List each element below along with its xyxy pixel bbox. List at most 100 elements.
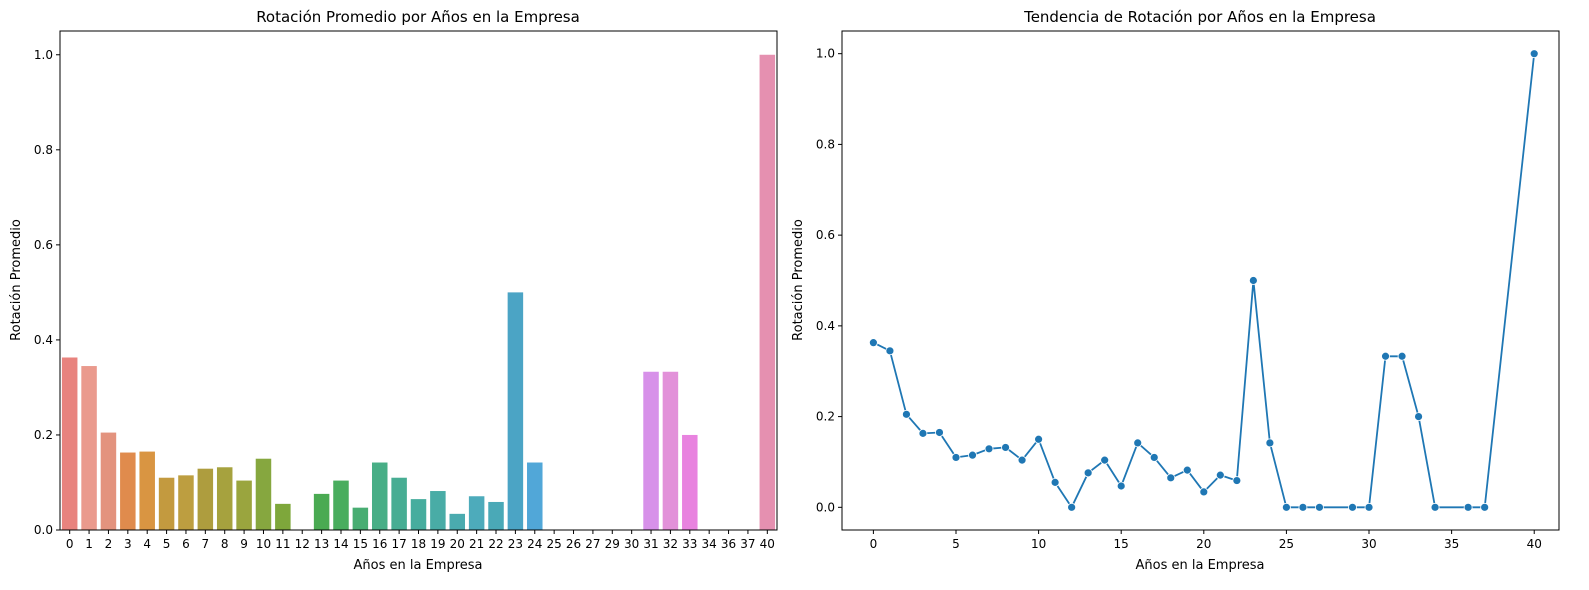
bar (352, 507, 369, 530)
line-point (1430, 502, 1440, 512)
line-point (1397, 351, 1407, 361)
line-plot-frame (841, 30, 1560, 531)
bar (158, 477, 175, 530)
line-point (1463, 502, 1473, 512)
line-point (984, 444, 994, 454)
bar-x-tick-label: 20 (450, 537, 465, 551)
bar-y-tick-label: 0.2 (34, 428, 53, 442)
line-point (1001, 443, 1010, 452)
line-x-tick-label: 20 (1196, 537, 1211, 551)
line-point (1166, 473, 1176, 483)
bar-x-tick-label: 7 (202, 537, 210, 551)
line-point (1067, 502, 1077, 512)
bar (216, 467, 233, 530)
line-point (1133, 438, 1143, 448)
line-x-axis-label: Años en la Empresa (1136, 558, 1265, 573)
bar (333, 480, 349, 530)
bar-x-tick-label: 16 (372, 537, 387, 551)
bar (275, 503, 291, 530)
bar-y-tick-label: 0.0 (34, 523, 53, 537)
line-y-tick-label: 0.8 (816, 137, 835, 151)
bar-x-tick-label: 6 (182, 537, 190, 551)
line-point (1116, 481, 1126, 491)
bar-x-tick-label: 2 (105, 537, 113, 551)
bar-x-tick-label: 1 (85, 537, 93, 551)
bar-x-tick-label: 29 (605, 537, 620, 551)
line-point (1248, 276, 1258, 285)
line-x-tick-label: 5 (952, 537, 960, 551)
bar-x-tick-label: 8 (221, 537, 229, 551)
bar (255, 458, 272, 530)
bar-x-tick-label: 36 (721, 537, 736, 551)
bar-x-tick-label: 23 (508, 537, 523, 551)
bar-x-axis-label: Años en la Empresa (354, 558, 483, 573)
bar-x-tick-label: 10 (256, 537, 271, 551)
line-series (872, 53, 1536, 509)
line-x-tick-label: 25 (1279, 537, 1294, 551)
bar-chart-title: Rotación Promedio por Años en la Empresa (256, 8, 580, 26)
line-point (951, 453, 961, 462)
bar-x-tick-label: 17 (391, 537, 406, 551)
line-point (1034, 434, 1043, 444)
line-point (1265, 438, 1275, 448)
bar (430, 491, 446, 530)
bar (120, 452, 136, 530)
bar-x-tick-label: 15 (353, 537, 368, 551)
bar-x-tick-label: 22 (488, 537, 503, 551)
bar (643, 371, 659, 530)
line-point (935, 428, 944, 437)
bar-x-tick-label: 13 (314, 537, 329, 551)
bar-x-tick-label: 30 (624, 537, 639, 551)
line-x-tick-label: 35 (1444, 537, 1459, 551)
bar (178, 475, 194, 530)
bar-x-tick-label: 31 (643, 537, 658, 551)
bar (371, 462, 388, 530)
bar-x-tick-label: 24 (527, 537, 542, 551)
bar-x-tick-label: 18 (411, 537, 426, 551)
line-chart: Tendencia de Rotación por Años en la Emp… (791, 8, 1560, 573)
bar-y-tick-label: 0.8 (34, 143, 53, 157)
line-point (1315, 502, 1324, 512)
line-point (902, 409, 911, 419)
line-x-tick-label: 10 (1031, 537, 1046, 551)
line-x-tick-label: 15 (1114, 537, 1129, 551)
line-point (968, 450, 977, 460)
bar (391, 477, 407, 530)
bar-x-tick-label: 5 (163, 537, 171, 551)
line-chart-title: Tendencia de Rotación por Años en la Emp… (1023, 8, 1376, 26)
line-y-tick-label: 0.4 (816, 319, 835, 333)
bar-x-tick-label: 3 (124, 537, 132, 551)
line-x-tick-label: 30 (1361, 537, 1376, 551)
bar-x-tick-label: 19 (430, 537, 445, 551)
line-y-tick-label: 0.0 (816, 500, 835, 514)
line-point (1199, 487, 1209, 497)
line-point (1414, 412, 1423, 421)
line-point (1017, 455, 1027, 465)
bar (197, 468, 214, 530)
bar (507, 292, 524, 530)
line-point (1364, 502, 1374, 512)
bar (488, 501, 504, 530)
bar (236, 480, 252, 530)
bar-y-tick-label: 0.6 (34, 238, 53, 252)
bar-x-tick-label: 11 (275, 537, 290, 551)
bar (139, 451, 155, 530)
bar-x-tick-label: 21 (469, 537, 484, 551)
bar-x-tick-label: 33 (682, 537, 697, 551)
bar-x-tick-label: 34 (702, 537, 717, 551)
line-point (1100, 455, 1110, 465)
line-y-tick-label: 0.6 (816, 228, 835, 242)
bar (682, 434, 698, 530)
bar-x-tick-label: 26 (566, 537, 581, 551)
line-point (1050, 477, 1060, 487)
bar (100, 432, 117, 530)
line-y-axis-label: Rotación Promedio (791, 219, 806, 341)
bar-x-tick-label: 40 (760, 537, 775, 551)
bar (662, 371, 679, 530)
bar-x-tick-label: 32 (663, 537, 678, 551)
bar-y-axis-label: Rotación Promedio (9, 219, 24, 341)
line-point (1348, 502, 1357, 512)
line-point (1215, 470, 1225, 480)
line-x-tick-label: 40 (1527, 537, 1542, 551)
